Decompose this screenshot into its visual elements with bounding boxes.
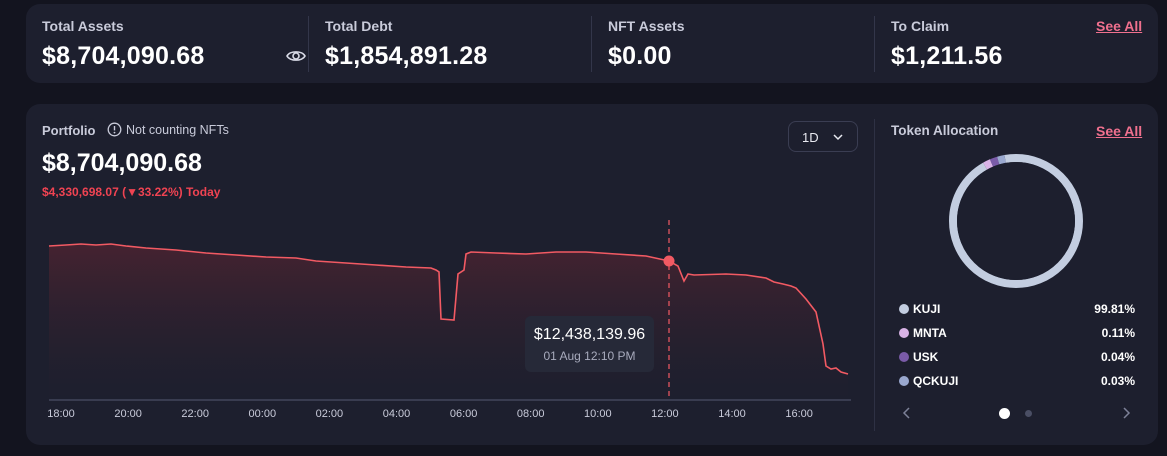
- x-tick-label: 04:00: [382, 408, 411, 420]
- x-tick-label: 18:00: [47, 408, 75, 420]
- legend-item-kuji[interactable]: KUJI 99.81%: [899, 302, 1135, 318]
- divider: [591, 16, 592, 72]
- portfolio-card: Portfolio Not counting NFTs $8,704,090.6…: [26, 104, 1158, 445]
- total-assets-value: $8,704,090.68: [42, 42, 205, 70]
- portfolio-label: Portfolio: [42, 123, 96, 138]
- x-tick-label: 10:00: [584, 408, 612, 420]
- carousel-dot[interactable]: [1025, 410, 1032, 417]
- legend-item-qckuji[interactable]: QCKUJI 0.03%: [899, 374, 1135, 390]
- chart-tooltip: $12,438,139.96 01 Aug 12:10 PM: [525, 316, 654, 372]
- legend-dot: [899, 352, 909, 362]
- portfolio-chart[interactable]: [26, 104, 874, 445]
- divider: [308, 16, 309, 72]
- eye-icon[interactable]: [285, 45, 307, 67]
- x-tick-label: 16:00: [785, 408, 813, 420]
- x-tick-label: 14:00: [718, 408, 746, 420]
- not-counting-nfts-note: Not counting NFTs: [126, 123, 229, 137]
- legend-percent: 0.03%: [1100, 374, 1135, 388]
- range-selector[interactable]: 1D: [788, 121, 858, 152]
- allocation-see-all-link[interactable]: See All: [1096, 123, 1143, 139]
- donut-slice-kuji[interactable]: [949, 154, 1083, 288]
- x-tick-label: 08:00: [516, 408, 545, 420]
- chevron-down-icon: [833, 134, 843, 141]
- portfolio-area: [49, 244, 848, 400]
- total-assets-label: Total Assets: [42, 18, 124, 34]
- summary-card: Total Assets $8,704,090.68 Total Debt $1…: [26, 4, 1158, 83]
- to-claim-label: To Claim: [891, 18, 950, 34]
- allocation-donut[interactable]: [946, 151, 1086, 291]
- legend-name: KUJI: [913, 302, 941, 316]
- chevron-left-icon[interactable]: [900, 406, 914, 420]
- to-claim-value: $1,211.56: [891, 42, 1003, 70]
- claim-see-all-link[interactable]: See All: [1096, 18, 1143, 34]
- legend-name: MNTA: [913, 326, 947, 340]
- portfolio-value: $8,704,090.68: [42, 149, 202, 177]
- hover-point: [663, 255, 675, 267]
- x-tick-label: 12:00: [651, 408, 679, 420]
- legend-percent: 0.04%: [1100, 350, 1135, 364]
- info-icon[interactable]: [107, 122, 122, 137]
- legend-percent: 0.11%: [1101, 326, 1135, 340]
- legend-item-mnta[interactable]: MNTA 0.11%: [899, 326, 1135, 342]
- legend-name: USK: [913, 350, 939, 364]
- nft-assets-value: $0.00: [608, 42, 672, 70]
- legend-item-usk[interactable]: USK 0.04%: [899, 350, 1135, 366]
- carousel-dot-active[interactable]: [999, 408, 1010, 419]
- range-label: 1D: [802, 130, 819, 145]
- token-allocation-label: Token Allocation: [891, 123, 999, 138]
- x-tick-label: 02:00: [315, 408, 344, 420]
- x-tick-label: 00:00: [248, 408, 277, 420]
- chevron-right-icon[interactable]: [1119, 406, 1133, 420]
- legend-dot: [899, 376, 909, 386]
- legend-dot: [899, 304, 909, 314]
- portfolio-change: $4,330,698.07 (▼33.22%) Today: [42, 185, 221, 199]
- divider: [874, 119, 875, 431]
- x-tick-label: 22:00: [181, 408, 209, 420]
- portfolio-line: [48, 243, 849, 375]
- legend-dot: [899, 328, 909, 338]
- tooltip-date: 01 Aug 12:10 PM: [543, 349, 636, 363]
- total-debt-label: Total Debt: [325, 18, 393, 34]
- tooltip-value: $12,438,139.96: [533, 326, 646, 343]
- divider: [874, 16, 875, 72]
- total-debt-value: $1,854,891.28: [325, 42, 488, 70]
- legend-percent: 99.81%: [1094, 302, 1135, 316]
- x-tick-label: 20:00: [114, 408, 142, 420]
- legend-name: QCKUJI: [913, 374, 959, 388]
- x-tick-label: 06:00: [449, 408, 478, 420]
- nft-assets-label: NFT Assets: [608, 18, 685, 34]
- donut-inner-edge: [957, 162, 1075, 280]
